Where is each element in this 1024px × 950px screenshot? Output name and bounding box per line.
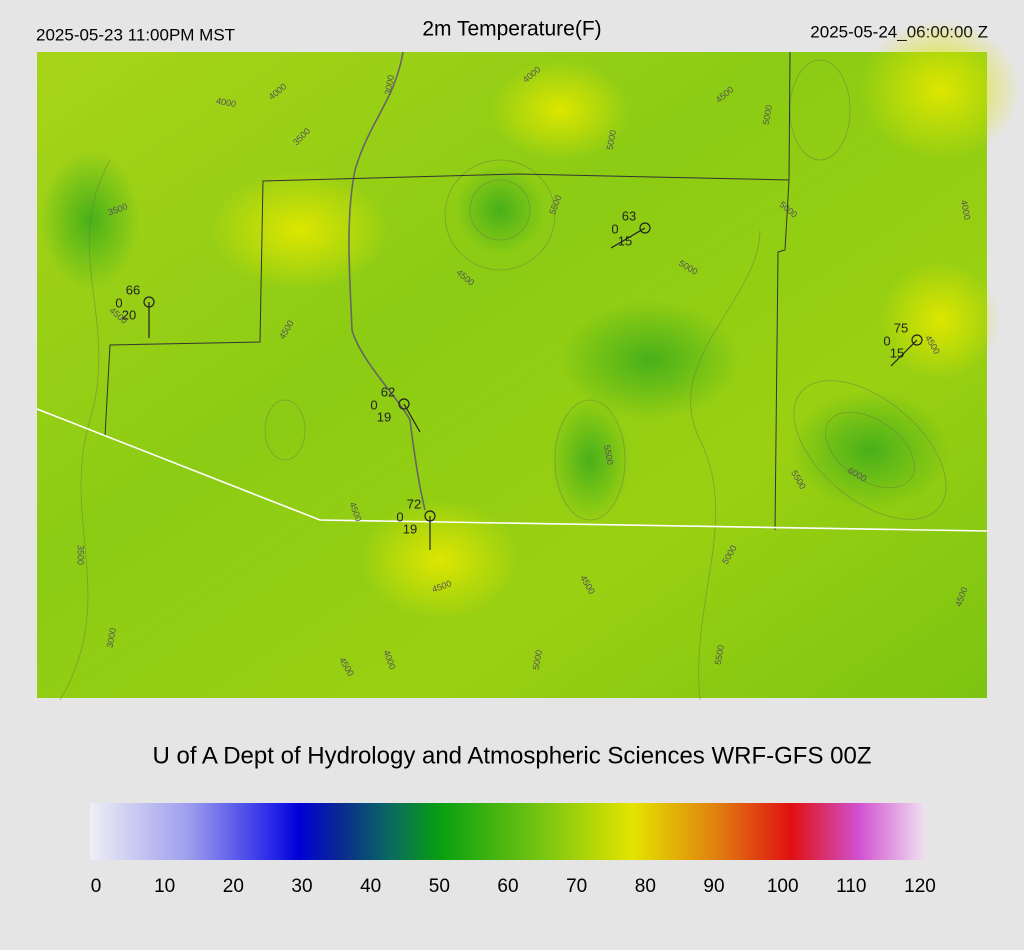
field-shade [550, 400, 630, 520]
contour [469, 179, 531, 241]
station-temp: 63 [622, 208, 636, 223]
station-plot: 72 019 [396, 496, 436, 550]
station-plot: 62 019 [370, 384, 421, 433]
station-pressure: 0 [370, 397, 377, 412]
station-circle [398, 398, 410, 410]
wind-barb [610, 227, 646, 249]
station-temp: 75 [894, 320, 908, 335]
map: 3000 400040004000350045005000500040003500… [36, 20, 1020, 701]
field-shade [40, 150, 140, 290]
station-pressure: 0 [883, 333, 890, 348]
station-plot: 66 020 [115, 282, 155, 338]
field-shade [210, 170, 390, 290]
station-plot: 63 015 [610, 208, 651, 249]
station-temp: 72 [407, 496, 421, 511]
colorbar-tick-label: 40 [360, 876, 381, 897]
wind-barb [890, 339, 918, 367]
station-dewpoint: 19 [403, 521, 417, 536]
station-dewpoint: 15 [890, 345, 904, 360]
map-title: 2m Temperature(F) [422, 18, 601, 41]
contour-label: 4000 [215, 96, 236, 109]
contour-label: 3000 [383, 74, 396, 95]
colorbar-tick-label: 60 [497, 876, 518, 897]
river [348, 51, 426, 511]
contour-label: 5000 [531, 649, 544, 670]
contour-label: 4000 [959, 199, 972, 220]
contour [444, 159, 556, 271]
station-temp: 62 [381, 384, 395, 399]
colorbar-tick-label: 20 [223, 876, 244, 897]
contour-label: 5500 [713, 644, 726, 665]
contour-label: 5000 [605, 129, 618, 150]
boundary [104, 51, 791, 531]
colorbar-tick-label: 120 [904, 876, 936, 897]
colorbar-tick-label: 50 [429, 876, 450, 897]
station-pressure: 0 [396, 509, 403, 524]
contour-label: 3000 [105, 627, 118, 648]
contour-label: 5500 [602, 444, 615, 465]
station-pressure: 0 [115, 295, 122, 310]
station-circle [911, 334, 923, 346]
colorbar-tick-label: 110 [836, 876, 866, 897]
colorbar-tick-label: 70 [566, 876, 587, 897]
credit: U of A Dept of Hydrology and Atmospheric… [153, 742, 872, 769]
contour-label: 5000 [761, 104, 774, 125]
contour [690, 229, 761, 701]
field-shade [860, 20, 1020, 160]
contour [554, 399, 626, 521]
field-shade [455, 165, 545, 255]
field-shade [790, 390, 950, 510]
station-dewpoint: 20 [122, 307, 136, 322]
contour [793, 380, 947, 520]
station-plot: 75 015 [883, 320, 923, 367]
colorbar-tick-label: 80 [635, 876, 656, 897]
station-temp: 66 [126, 282, 140, 297]
field-shade [490, 60, 630, 160]
wind-barb [403, 403, 421, 433]
field-shade [880, 260, 1000, 380]
colorbar-tick-label: 30 [291, 876, 312, 897]
colorbar-tick-label: 10 [154, 876, 175, 897]
colorbar [90, 803, 925, 860]
colorbar-tick-label: 100 [767, 876, 799, 897]
contour [59, 159, 111, 701]
valid-time-local: 2025-05-23 11:00PM MST [36, 25, 235, 44]
contour-label: 3500 [76, 545, 86, 565]
field-shade [560, 300, 740, 420]
map-field [37, 52, 987, 698]
border [36, 408, 988, 532]
station-pressure: 0 [611, 221, 618, 236]
contour [825, 411, 915, 489]
contour [264, 399, 306, 461]
station-dewpoint: 19 [377, 409, 391, 424]
colorbar-tick-label: 90 [703, 876, 724, 897]
station-circle [639, 222, 651, 234]
field-shade [360, 500, 520, 620]
colorbar-tick-label: 0 [91, 876, 102, 897]
station-dewpoint: 15 [618, 233, 632, 248]
